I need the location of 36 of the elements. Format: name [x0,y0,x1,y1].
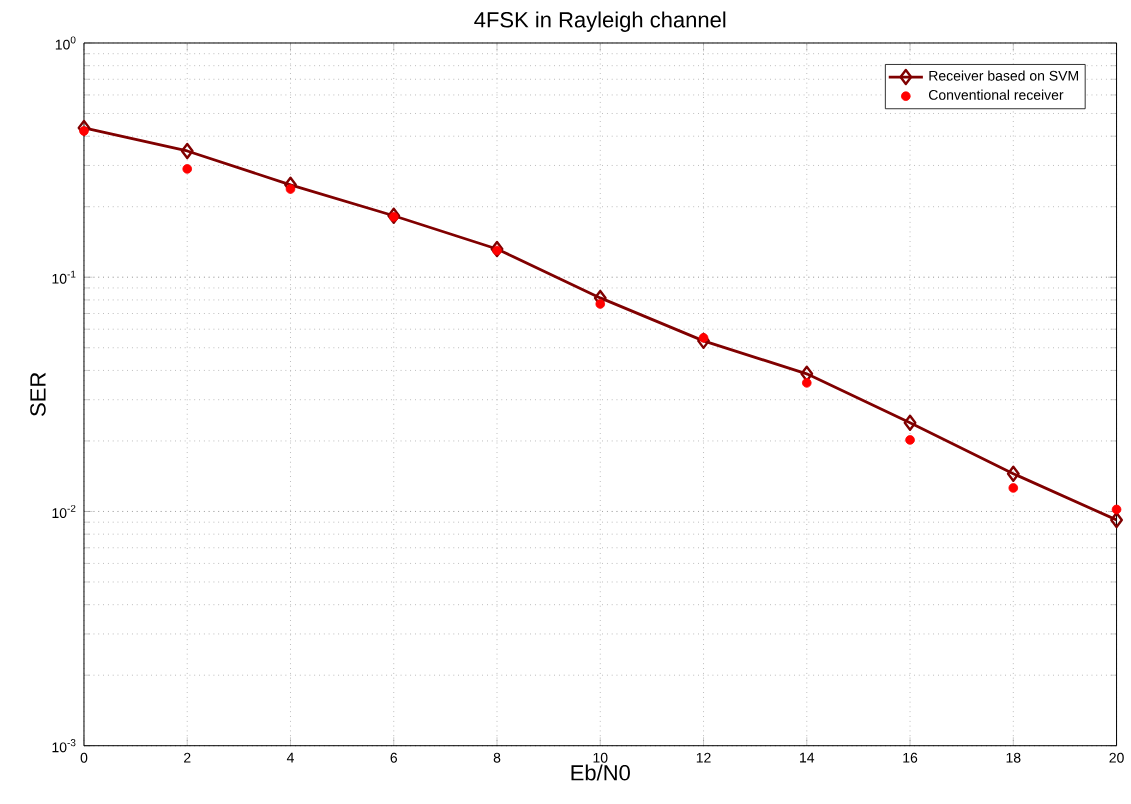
x-tick-label: 4 [286,752,294,763]
point [180,142,194,160]
x-tick-label: 10 [593,752,608,763]
point [492,245,502,256]
y-tick-label: 10$^{-3}$ [52,739,76,753]
x-tick-label: 12 [696,752,711,763]
point [905,435,915,445]
chart-title: 4FSK in Rayleigh channel [474,11,726,33]
point [595,299,606,309]
point [387,207,401,225]
point [182,164,193,174]
x-tick-label: 14 [800,752,815,763]
point [79,126,89,136]
point [1006,465,1020,483]
point [388,212,399,222]
point [285,184,296,194]
point [1110,511,1123,529]
legend-label: Receiver based on SVM [929,70,1078,81]
point [903,414,917,432]
point [490,240,504,258]
x-tick-label: 0 [80,752,88,763]
x-tick-label: 16 [903,752,918,763]
y-tick-label: 10$^{-2}$ [52,505,76,519]
legend-label: Conventional receiver [929,89,1064,101]
x-tick-label: 6 [390,752,398,763]
point [1008,483,1019,493]
x-axis-title: Eb/N0 [571,764,630,781]
y-tick-label: 10$^{0}$ [55,36,76,50]
x-tick-label: 8 [493,752,501,763]
x-tick-label: 20 [1109,752,1124,763]
x-tick-label: 2 [184,752,191,763]
x-tick-label: 18 [1006,752,1021,763]
point [801,378,812,388]
point [698,333,709,343]
y-tick-label: 10$^{-1}$ [52,270,76,284]
y-axis-title: SER [30,372,46,417]
